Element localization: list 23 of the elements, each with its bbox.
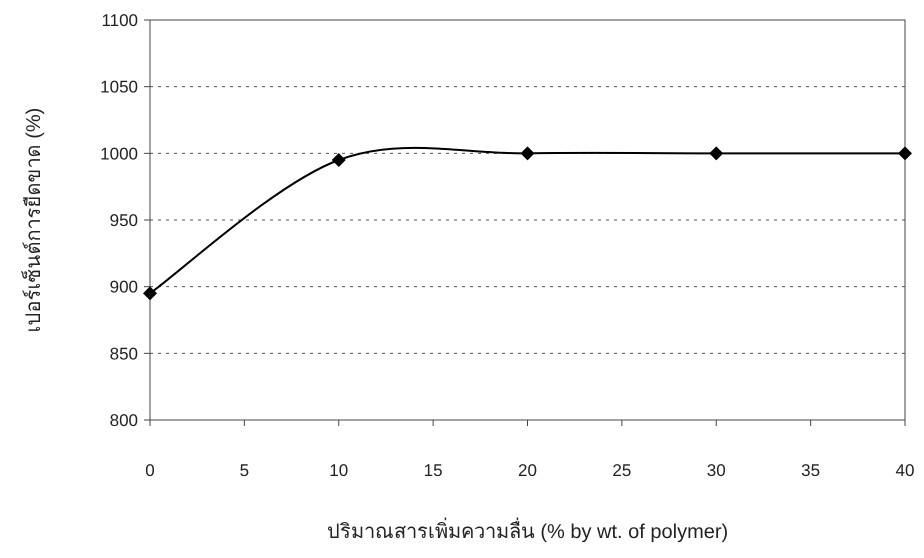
x-axis-title: ปริมาณสารเพิ่มความลื่น (% by wt. of polymer) — [326, 517, 728, 543]
x-tick-label: 15 — [424, 461, 443, 480]
point — [332, 153, 346, 167]
point — [520, 146, 534, 160]
x-tick-label: 20 — [518, 461, 537, 480]
x-tick-label: 5 — [240, 461, 250, 480]
y-tick-label: 1000 — [100, 144, 138, 164]
x-tick-label: 40 — [896, 461, 914, 480]
y-tick-label: 900 — [110, 278, 138, 297]
y-tick-label: 1100 — [101, 11, 138, 30]
point — [143, 286, 157, 300]
y-axis-title: เปอร์เซ็นต์การยืดขาด (%) — [20, 108, 45, 332]
x-tick-label: 10 — [329, 461, 348, 480]
point — [709, 146, 724, 160]
x-tick-label: 25 — [612, 461, 632, 480]
point — [898, 146, 912, 160]
x-tick-label: 30 — [706, 461, 726, 480]
y-tick-label: 800 — [110, 411, 138, 430]
y-tick-label: 950 — [110, 211, 138, 230]
y-tick-label: 1050 — [100, 78, 138, 97]
x-tick-label: 35 — [801, 461, 820, 480]
x-tick-label: 0 — [145, 461, 155, 480]
y-tick-label: 850 — [110, 344, 138, 364]
